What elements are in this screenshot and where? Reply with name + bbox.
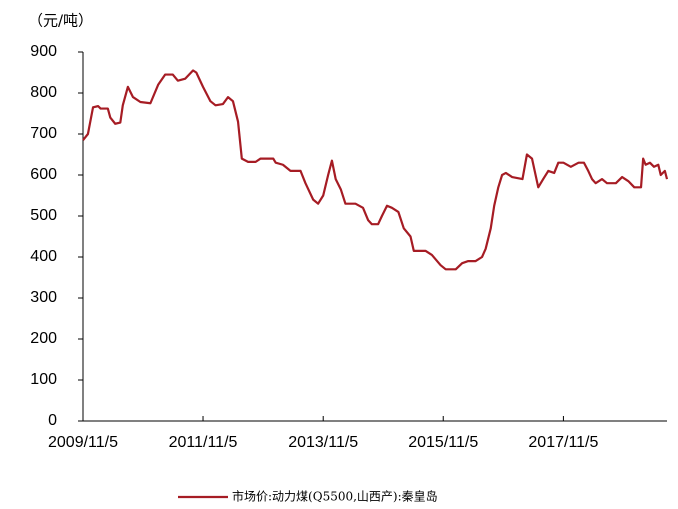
x-tick-label: 2009/11/5: [48, 434, 118, 451]
y-tick-label: 100: [30, 371, 57, 388]
y-axis-label: （元/吨）: [28, 12, 93, 30]
x-tick-label: 2015/11/5: [408, 434, 478, 451]
y-tick-label: 600: [30, 166, 57, 183]
y-tick-label: 800: [30, 84, 57, 101]
y-tick-label: 300: [30, 289, 57, 306]
x-tick-label: 2011/11/5: [169, 434, 238, 451]
x-tick-label: 2017/11/5: [528, 434, 598, 451]
y-tick-label: 400: [30, 248, 57, 265]
y-tick-label: 200: [30, 330, 57, 347]
x-tick-label: 2013/11/5: [288, 434, 358, 451]
series-line: [82, 69, 669, 271]
y-tick-label: 900: [30, 43, 57, 60]
y-tick-label: 500: [30, 207, 57, 224]
y-tick-label: 700: [30, 125, 57, 142]
y-tick-label: 0: [48, 412, 57, 429]
legend-label: 市场价:动力煤(Q5500,山西产):秦皇岛: [232, 489, 438, 504]
